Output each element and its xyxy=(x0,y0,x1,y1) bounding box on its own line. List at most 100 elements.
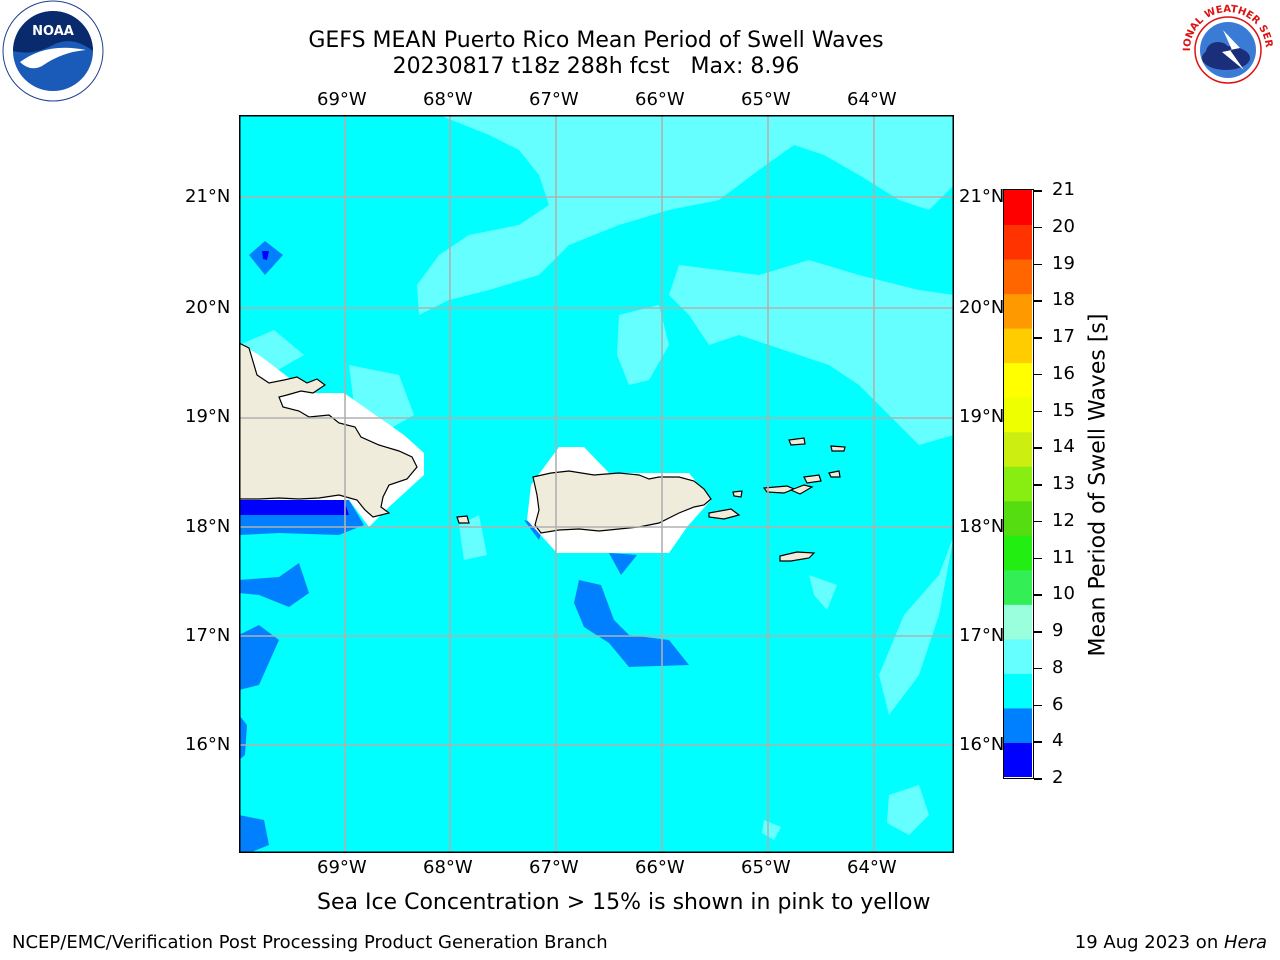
colorbar-tick-mark xyxy=(1034,557,1042,559)
colorbar-tick-mark xyxy=(1034,447,1042,449)
sea-ice-caption: Sea Ice Concentration > 15% is shown in … xyxy=(317,890,931,915)
footer-date: 19 Aug 2023 on Hera xyxy=(1075,932,1267,953)
colorbar-tick-label: 13 xyxy=(1052,473,1075,494)
colorbar-tick-mark xyxy=(1034,594,1042,596)
colorbar-tick-label: 15 xyxy=(1052,399,1075,421)
lon-label-top-69w: 69°W xyxy=(317,89,367,110)
colorbar-tick-mark xyxy=(1034,226,1042,229)
lon-label-bottom-65w: 65°W xyxy=(741,857,791,878)
colorbar-tick-mark xyxy=(1034,778,1042,780)
colorbar-tick-label: 10 xyxy=(1052,583,1075,605)
lon-label-top-65w: 65°W xyxy=(741,89,791,110)
lat-label-right-18n: 18°N xyxy=(959,516,1005,537)
lon-label-top-68w: 68°W xyxy=(423,89,473,110)
map-title: GEFS MEAN Puerto Rico Mean Period of Swe… xyxy=(308,28,884,53)
colorbar-bin xyxy=(1004,535,1032,571)
colorbar-tick-mark xyxy=(1034,190,1042,192)
lat-label-left-16n: 16°N xyxy=(185,734,231,755)
colorbar-bin xyxy=(1004,466,1032,502)
colorbar-bin xyxy=(1004,259,1032,295)
colorbar-tick-label: 20 xyxy=(1052,215,1075,237)
noaa-logo-text: NOAA xyxy=(32,24,74,39)
colorbar-bin xyxy=(1004,293,1032,329)
colorbar-tick-label: 14 xyxy=(1052,436,1075,458)
lon-label-bottom-68w: 68°W xyxy=(423,857,473,878)
colorbar-tick-label: 16 xyxy=(1052,362,1075,384)
colorbar-tick-mark xyxy=(1034,300,1042,302)
lat-label-left-20n: 20°N xyxy=(185,297,231,318)
map-subtitle: 20230817 t18z 288h fcst Max: 8.96 xyxy=(392,54,800,79)
lat-label-left-18n: 18°N xyxy=(185,516,231,537)
colorbar-tick-label: 17 xyxy=(1052,326,1075,347)
footer-date-text: 19 Aug 2023 on xyxy=(1074,932,1224,953)
colorbar-bin xyxy=(1004,328,1032,364)
culebra-island xyxy=(732,490,743,498)
colorbar-tick-mark xyxy=(1034,410,1042,412)
colorbar-bin xyxy=(1004,569,1032,605)
colorbar-tick-label: 21 xyxy=(1052,179,1075,200)
lat-label-right-21n: 21°N xyxy=(959,186,1005,207)
lat-label-left-21n: 21°N xyxy=(185,186,231,207)
colorbar-tick-mark xyxy=(1034,741,1042,743)
period-2-4-patches xyxy=(239,251,349,515)
colorbar-bin xyxy=(1004,604,1032,640)
lat-label-right-19n: 19°N xyxy=(959,406,1005,427)
colorbar-tick-label: 19 xyxy=(1052,252,1075,274)
colorbar xyxy=(1003,189,1034,779)
colorbar-tick-label: 9 xyxy=(1052,620,1064,641)
colorbar-bin xyxy=(1004,224,1032,260)
lat-label-right-17n: 17°N xyxy=(959,625,1005,646)
footer-credit: NCEP/EMC/Verification Post Processing Pr… xyxy=(12,932,608,953)
noaa-logo: NOAA xyxy=(2,0,104,102)
lat-label-right-16n: 16°N xyxy=(959,734,1005,755)
map-panel xyxy=(239,115,954,853)
colorbar-bin xyxy=(1004,742,1032,777)
colorbar-tick-label: 18 xyxy=(1052,289,1075,311)
colorbar-tick-mark xyxy=(1034,373,1042,376)
colorbar-tick-mark xyxy=(1034,520,1042,523)
mona-island xyxy=(456,515,470,524)
colorbar-label: Mean Period of Swell Waves [s] xyxy=(1085,313,1111,657)
vieques-island xyxy=(708,508,741,520)
map-grid xyxy=(239,115,954,853)
lat-label-right-20n: 20°N xyxy=(959,297,1005,318)
anegada-small xyxy=(828,470,841,478)
colorbar-bin xyxy=(1004,431,1032,467)
colorbar-bin xyxy=(1004,397,1032,433)
lon-label-top-67w: 67°W xyxy=(529,89,579,110)
virgin-islands-north xyxy=(788,437,806,446)
colorbar-bin xyxy=(1004,673,1032,709)
colorbar-tick-mark xyxy=(1034,337,1042,339)
virgin-islands-mid xyxy=(789,484,814,495)
nws-logo: NATIONAL WEATHER SERVICE xyxy=(1174,0,1278,100)
anegada-island xyxy=(830,445,846,452)
colorbar-tick-label: 4 xyxy=(1052,730,1064,752)
lon-label-bottom-66w: 66°W xyxy=(635,857,685,878)
st-croix-island xyxy=(779,551,816,562)
colorbar-bin xyxy=(1004,500,1032,536)
lat-label-left-17n: 17°N xyxy=(185,625,231,646)
lon-label-top-64w: 64°W xyxy=(847,89,897,110)
colorbar-tick-label: 11 xyxy=(1052,546,1075,568)
land-areas xyxy=(239,342,846,562)
map-svg xyxy=(239,115,954,853)
period-8-9-patches xyxy=(239,115,954,840)
footer-host: Hera xyxy=(1223,932,1267,953)
colorbar-tick-label: 12 xyxy=(1052,509,1075,531)
lon-label-bottom-69w: 69°W xyxy=(317,857,367,878)
colorbar-bin xyxy=(1004,362,1032,398)
lat-label-left-19n: 19°N xyxy=(185,406,231,427)
puerto-rico-land xyxy=(532,470,712,534)
colorbar-tick-mark xyxy=(1034,667,1042,670)
virgin-islands-east xyxy=(803,474,822,484)
colorbar-tick-mark xyxy=(1034,704,1042,706)
colorbar-tick-mark xyxy=(1034,631,1042,633)
colorbar-bin xyxy=(1004,190,1032,226)
virgin-islands-west xyxy=(762,485,796,494)
colorbar-tick-label: 8 xyxy=(1052,656,1064,678)
map-frame xyxy=(239,115,954,853)
colorbar-tick-mark xyxy=(1034,484,1042,486)
colorbar-tick-label: 6 xyxy=(1052,693,1064,715)
colorbar-tick-label: 2 xyxy=(1052,767,1064,788)
lon-label-bottom-67w: 67°W xyxy=(529,857,579,878)
